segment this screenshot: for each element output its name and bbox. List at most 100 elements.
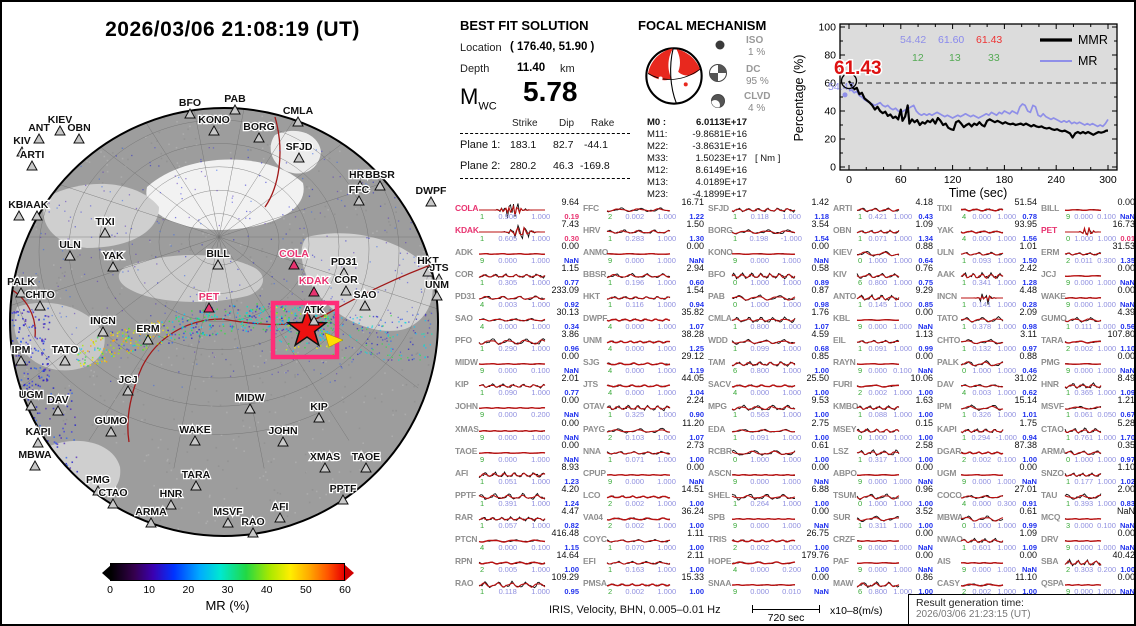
station-params: 1 0.421 1.000 0.43 bbox=[858, 212, 933, 221]
station-code: BORG bbox=[708, 225, 733, 236]
globe-label-AFI: AFI bbox=[272, 501, 289, 513]
station-cell-SNZO: SNZO 1.10 1 0.177 1.000 1.02 bbox=[1040, 462, 1134, 486]
station-cell-BORG: BORG 3.54 1 0.198 -1.000 1.54 bbox=[707, 219, 830, 243]
station-value: 0.00 bbox=[811, 571, 829, 582]
station-params: 9 0.000 1.000 NaN bbox=[1066, 366, 1135, 376]
globe-label-TARA: TARA bbox=[182, 469, 211, 481]
globe-label-BFO: BFO bbox=[179, 97, 201, 109]
station-code: ANTO bbox=[833, 291, 857, 302]
station-waveform bbox=[856, 319, 900, 322]
station-value: 31.02 bbox=[1014, 373, 1037, 384]
station-cell-UGM: UGM 0.00 9 0.000 1.000 NaN bbox=[936, 462, 1038, 486]
station-waveform bbox=[960, 384, 1004, 388]
station-code: BFO bbox=[708, 269, 726, 280]
station-waveform bbox=[478, 470, 546, 478]
globe-label-COLA: COLA bbox=[279, 248, 309, 260]
station-params: 6 0.800 1.000 1.00 bbox=[858, 586, 933, 596]
station-params: 2 0.103 1.000 1.07 bbox=[608, 432, 704, 442]
station-waveform bbox=[1064, 252, 1102, 256]
station-code: WDD bbox=[708, 335, 728, 346]
station-cell-WDD: WDD 4.59 1 0.099 1.000 0.68 bbox=[707, 329, 830, 353]
station-code: TARA bbox=[1041, 335, 1064, 346]
station-value: 2.24 bbox=[686, 395, 704, 406]
result-generation-box: Result generation time: 2026/03/06 21:23… bbox=[908, 594, 1134, 624]
station-marker-GUMO bbox=[105, 425, 117, 437]
station-cell-AFI: AFI 8.93 1 0.051 1.000 1.23 bbox=[454, 461, 580, 486]
station-marker-INCN bbox=[97, 325, 109, 337]
station-value: 31.53 bbox=[1112, 241, 1135, 252]
station-cell-SFJD: SFJD 1.42 1 0.118 1.000 1.18 bbox=[707, 197, 830, 221]
colorbar-tick: 0 bbox=[107, 584, 113, 596]
station-waveform bbox=[606, 427, 671, 434]
station-cell-KONO: KONO 0.00 9 0.000 1.000 NaN bbox=[707, 241, 830, 265]
station-code: COLA bbox=[455, 203, 479, 213]
station-value: 0.87 bbox=[811, 285, 829, 296]
globe-label-UNM: UNM bbox=[425, 279, 449, 291]
station-value: 9.64 bbox=[561, 197, 579, 207]
station-value: 10.06 bbox=[910, 373, 933, 384]
station-marker-MSVF bbox=[222, 516, 234, 528]
station-params: 1 0.800 1.000 1.07 bbox=[733, 322, 829, 332]
station-cell-TAOE: TAOE 0.00 9 0.000 1.000 NaN bbox=[454, 440, 580, 464]
station-params: 4 0.000 1.000 1.25 bbox=[608, 344, 704, 354]
station-value: 8.93 bbox=[561, 461, 579, 472]
station-params: 9 0.000 0.100 NaN bbox=[1066, 212, 1135, 221]
station-cell-KAPI: KAPI 1.75 1 0.294 -1.000 0.94 bbox=[936, 418, 1038, 442]
station-value: 0.00 bbox=[811, 505, 829, 516]
station-waveform bbox=[478, 515, 546, 522]
station-value: 2.09 bbox=[1019, 307, 1037, 318]
station-waveform bbox=[856, 272, 900, 279]
svg-text:20: 20 bbox=[824, 134, 836, 146]
station-waveform bbox=[1064, 208, 1102, 211]
station-value: 4.39 bbox=[1117, 307, 1135, 318]
globe-label-UGM: UGM bbox=[19, 389, 44, 401]
station-params: 1 0.563 1.000 1.00 bbox=[733, 410, 829, 420]
station-code: SBA bbox=[1041, 555, 1059, 566]
station-value: 0.15 bbox=[915, 417, 933, 428]
colorbar-right-arrow bbox=[345, 565, 354, 581]
station-params: 1 0.283 1.000 1.30 bbox=[608, 234, 704, 244]
station-cell-SBA: SBA 40.42 2 0.303 0.200 1.00 bbox=[1040, 550, 1134, 574]
location-value: ( 176.40, 51.90 ) bbox=[510, 41, 595, 53]
clvd-pct: 4 % bbox=[748, 103, 766, 114]
station-params: 1 0.196 1.000 0.60 bbox=[608, 278, 704, 288]
station-code: LCO bbox=[583, 489, 601, 500]
station-cell-COCO: COCO 27.01 4 0.000 0.300 0.91 bbox=[936, 484, 1038, 508]
station-value: 0.85 bbox=[811, 351, 829, 362]
station-waveform bbox=[731, 207, 796, 213]
globe-label-BILL: BILL bbox=[206, 248, 230, 260]
station-code: DWPF bbox=[583, 313, 608, 324]
station-params: 3 0.000 0.100 NaN bbox=[1066, 520, 1135, 530]
colorbar-tick: 60 bbox=[339, 584, 351, 596]
globe-label-GUMO: GUMO bbox=[95, 415, 128, 427]
globe-label-WAKE: WAKE bbox=[179, 424, 211, 436]
station-params: 1 0.378 1.000 0.98 bbox=[962, 322, 1037, 332]
station-cell-LSZ: LSZ 2.58 1 0.317 1.000 1.00 bbox=[832, 440, 934, 464]
station-params: 9 0.000 1.000 NaN bbox=[608, 256, 704, 266]
station-waveform bbox=[606, 272, 671, 279]
station-params: 1 0.141 1.000 0.28 bbox=[962, 300, 1037, 310]
station-value: 2.73 bbox=[686, 439, 704, 450]
station-cell-PET: PET 16.73 0 1.000 1.000 0.01 bbox=[1040, 219, 1134, 243]
svg-text:40: 40 bbox=[824, 106, 836, 118]
globe-label-ATK: ATK bbox=[304, 304, 325, 316]
station-marker-ERM bbox=[142, 333, 154, 345]
globe-label-CMLA: CMLA bbox=[283, 105, 314, 117]
station-params: 9 0.000 1.000 NaN bbox=[962, 476, 1037, 486]
station-waveform bbox=[478, 492, 546, 500]
station-code: JTS bbox=[583, 379, 598, 390]
station-params: 0 1.000 1.000 1.00 bbox=[733, 454, 829, 464]
station-waveform bbox=[606, 296, 671, 301]
clvd-ball bbox=[711, 94, 725, 108]
station-value: 0.00 bbox=[686, 461, 704, 472]
station-waveform bbox=[478, 538, 546, 543]
station-code: PMG bbox=[1041, 357, 1060, 368]
globe-label-MBWA: MBWA bbox=[18, 449, 52, 461]
station-waveform bbox=[856, 363, 900, 366]
station-params: 4 0.000 0.100 1.15 bbox=[480, 542, 579, 552]
station-code: TATO bbox=[937, 313, 958, 324]
station-marker-KAPI bbox=[32, 436, 44, 448]
station-cell-BILL: BILL 0.00 9 0.000 0.100 NaN bbox=[1040, 197, 1135, 221]
station-code: YAK bbox=[937, 225, 954, 236]
svg-text:33: 33 bbox=[988, 52, 1000, 64]
